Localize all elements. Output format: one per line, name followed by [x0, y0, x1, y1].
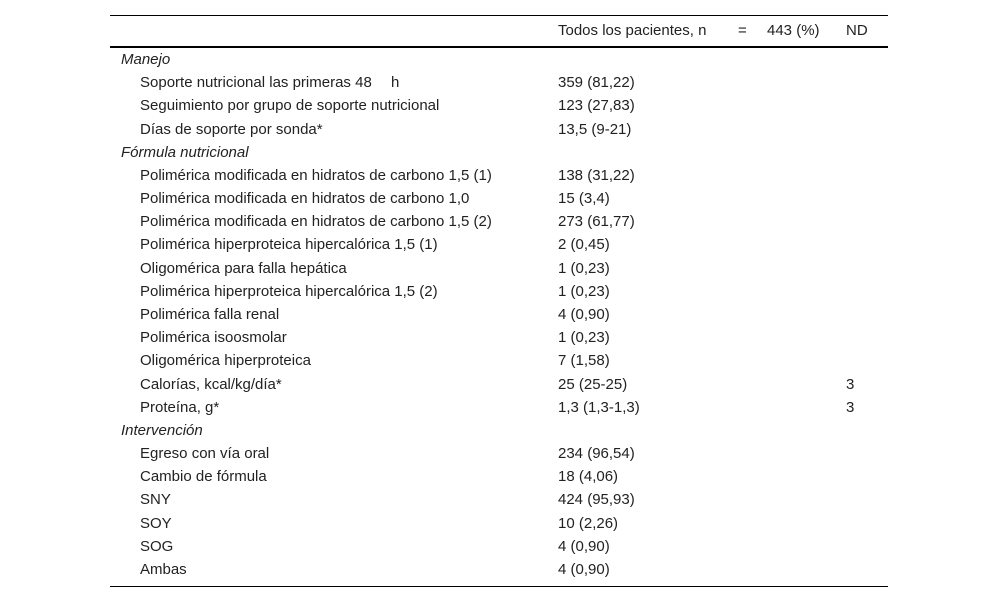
row-label: Ambas [140, 560, 187, 578]
header-cell: 443 (%) [767, 22, 820, 39]
row-label: Polimérica modificada en hidratos de car… [140, 190, 470, 208]
bottom-rule [110, 586, 888, 587]
row-label: Cambio de fórmula [140, 468, 267, 486]
row-value: 18 (4,06) [558, 468, 619, 486]
row-label: Polimérica falla renal [140, 305, 280, 323]
row-value: 15 (3,4) [558, 190, 610, 208]
row-value: 1,3 (1,3-1,3) [558, 398, 640, 416]
row-value: 273 (61,77) [558, 213, 635, 231]
row-value: 4 (0,90) [558, 560, 610, 578]
row-label: Polimérica modificada en hidratos de car… [140, 213, 492, 231]
row-value: 1 (0,23) [558, 329, 610, 347]
section-title: Manejo [121, 51, 171, 68]
row-value: 7 (1,58) [558, 352, 610, 370]
row-value: 424 (95,93) [558, 491, 635, 509]
row-value: 123 (27,83) [558, 97, 635, 115]
row-value: 2 (0,45) [558, 236, 610, 254]
top-rule [110, 15, 888, 16]
row-nd: 3 [846, 398, 855, 416]
row-label: Polimérica modificada en hidratos de car… [140, 166, 492, 184]
header-cell: = [738, 22, 747, 39]
section-title: Intervención [121, 421, 203, 439]
row-label: SOG [140, 537, 174, 555]
row-value: 4 (0,90) [558, 305, 610, 323]
row-value: 234 (96,54) [558, 445, 635, 463]
header-cell: Todos los pacientes, n [558, 22, 707, 39]
row-value: 138 (31,22) [558, 166, 635, 184]
row-label: SOY [140, 514, 172, 532]
row-label: Polimérica hiperproteica hipercalórica 1… [140, 282, 438, 300]
row-label: Proteína, g* [140, 398, 220, 416]
row-label: Oligomérica para falla hepática [140, 259, 347, 277]
row-value: 25 (25-25) [558, 375, 628, 393]
row-value: 1 (0,23) [558, 259, 610, 277]
section-title: Fórmula nutricional [121, 143, 249, 161]
row-label: Polimérica isoosmolar [140, 329, 287, 347]
row-value: 4 (0,90) [558, 537, 610, 555]
row-label: Egreso con vía oral [140, 445, 270, 463]
row-label: Oligomérica hiperproteica [140, 352, 311, 370]
row-label: Días de soporte por sonda* [140, 120, 323, 138]
row-label: Seguimiento por grupo de soporte nutrici… [140, 97, 440, 115]
row-label: SNY [140, 491, 171, 509]
row-value: 13,5 (9-21) [558, 120, 632, 138]
row-value: 1 (0,23) [558, 282, 610, 300]
row-label: Calorías, kcal/kg/día* [140, 375, 282, 393]
row-label: Soporte nutricional las primeras 48 h [140, 74, 400, 92]
header-cell: ND [846, 22, 868, 39]
row-value: 359 (81,22) [558, 74, 635, 92]
row-nd: 3 [846, 375, 855, 393]
header-rule [110, 46, 888, 48]
row-value: 10 (2,26) [558, 514, 619, 532]
row-label: Polimérica hiperproteica hipercalórica 1… [140, 236, 438, 254]
